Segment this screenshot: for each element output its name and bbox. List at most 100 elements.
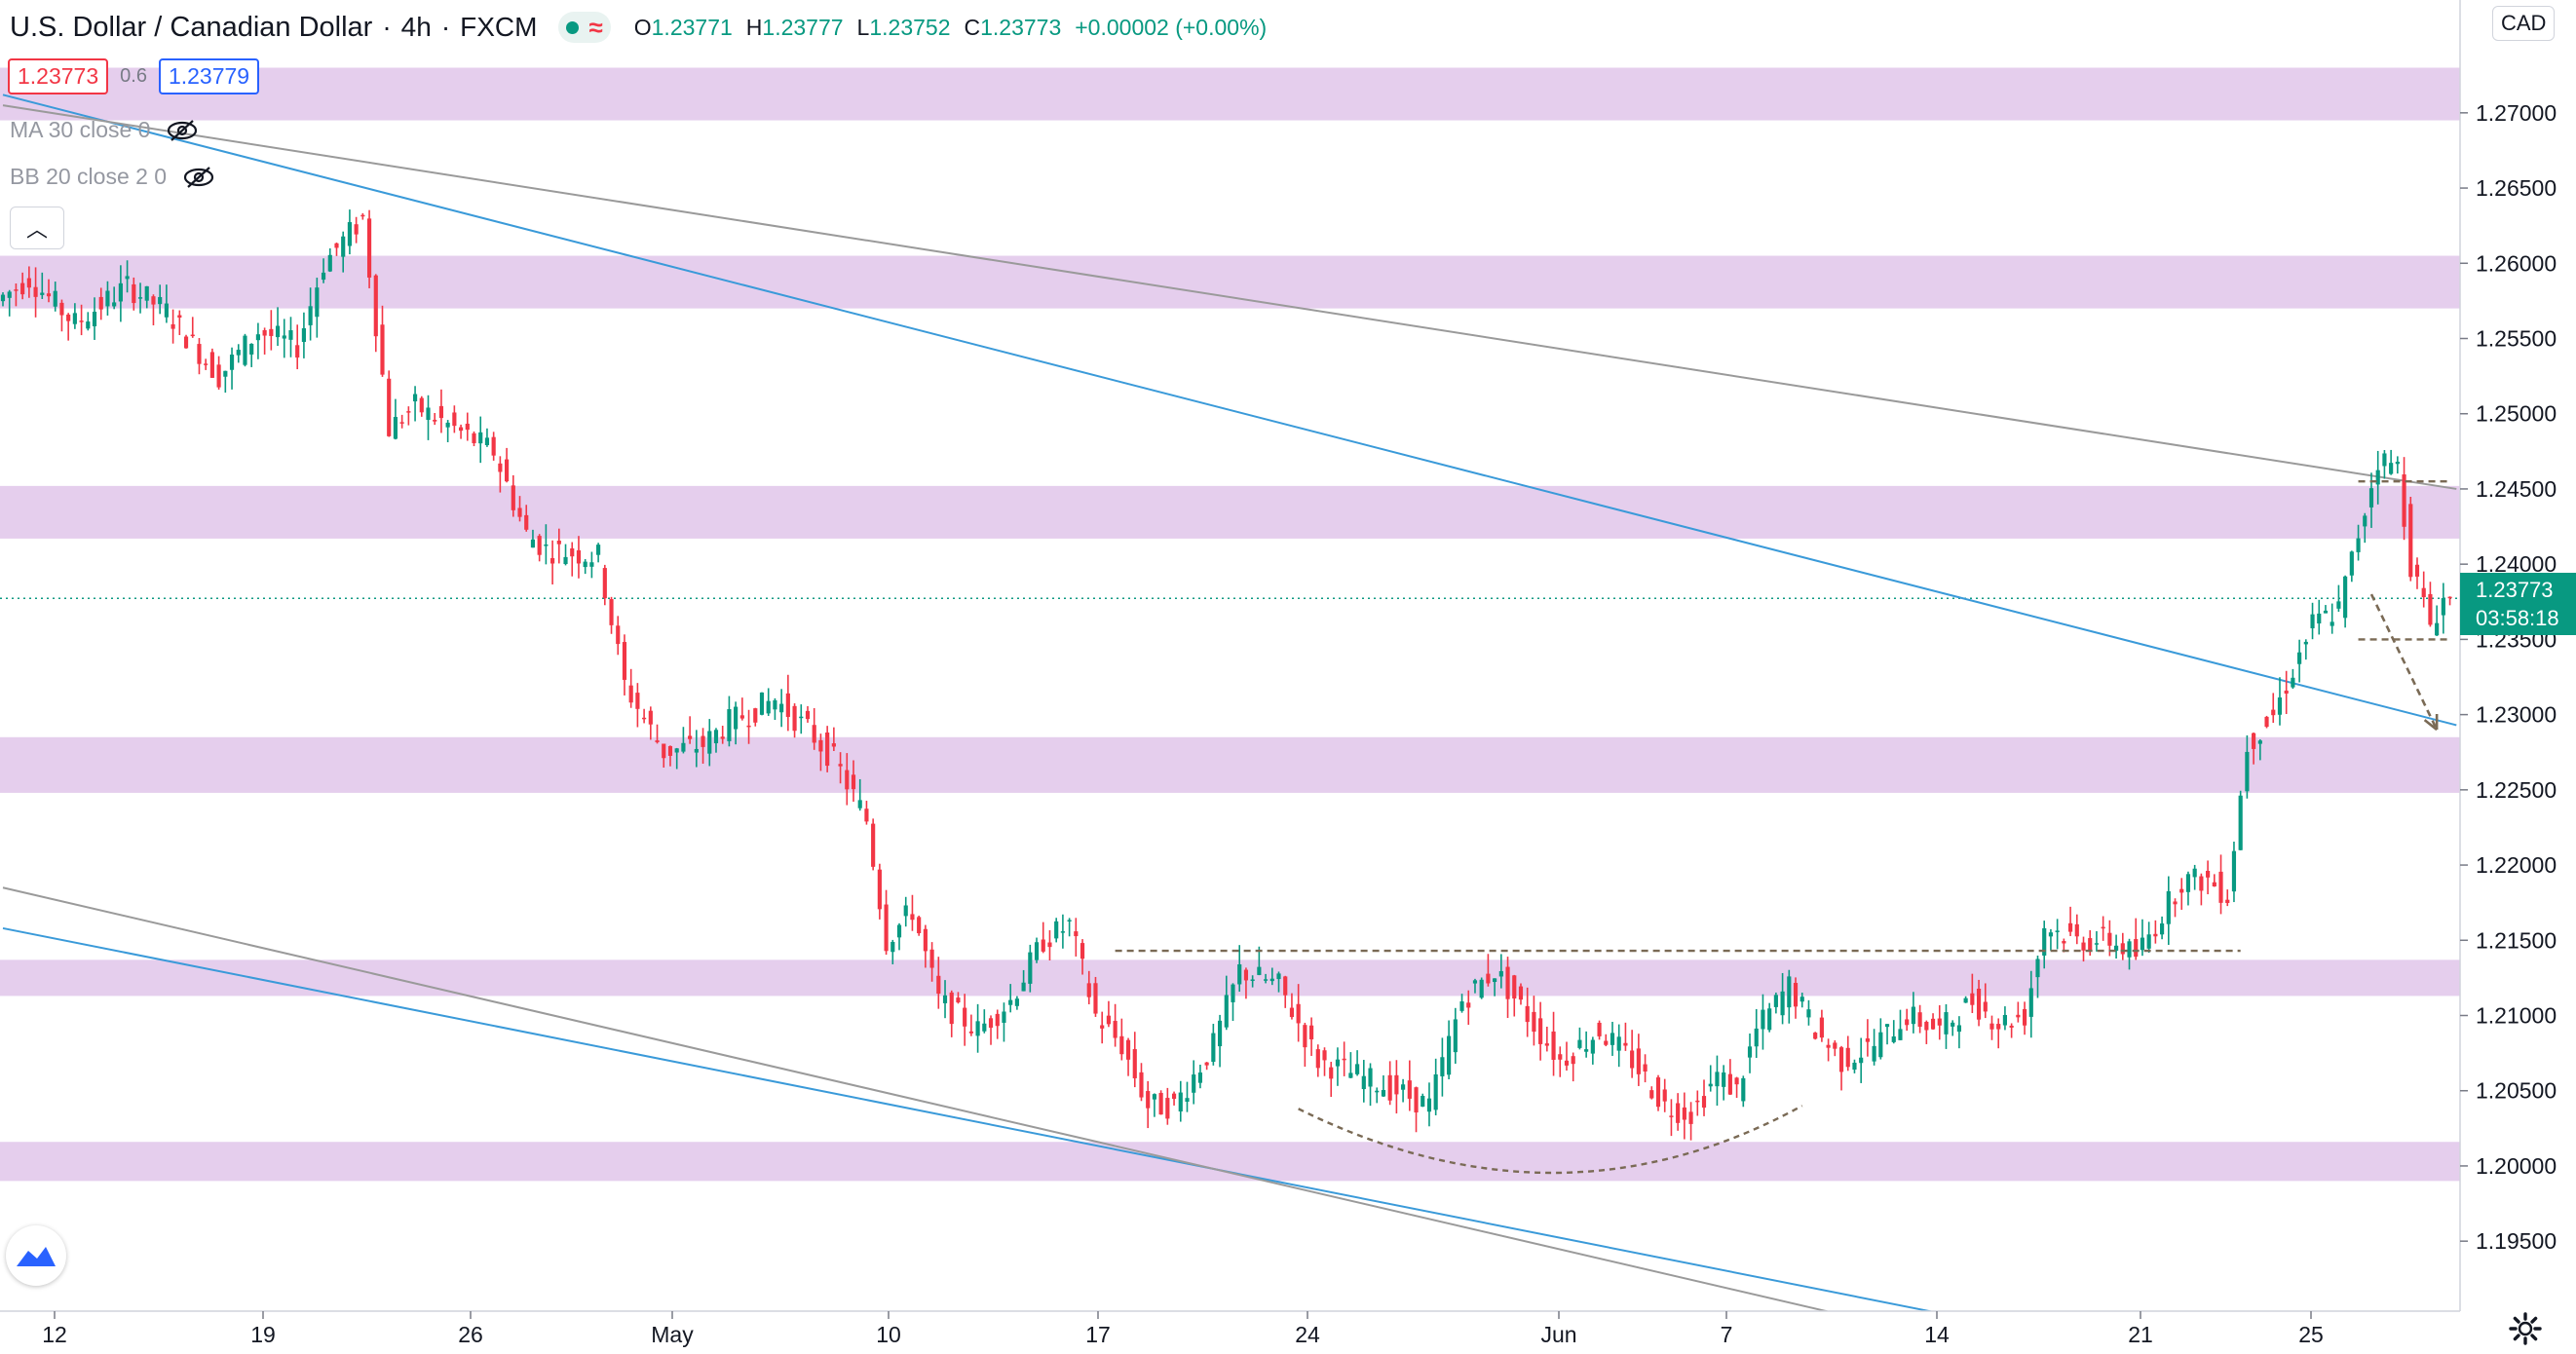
- candle-body: [2252, 733, 2256, 749]
- candle-body: [2349, 551, 2354, 576]
- open-value: 1.23771: [651, 14, 733, 40]
- indicator-ma[interactable]: MA 30 close 0: [10, 117, 199, 143]
- x-tick-label: Jun: [1540, 1322, 1576, 1347]
- y-tick-label: 1.22000: [2476, 852, 2557, 878]
- candle-body: [2199, 876, 2204, 891]
- candle-body: [452, 412, 457, 427]
- sell-button[interactable]: 1.23773: [8, 58, 109, 94]
- candle-body: [1067, 920, 1072, 921]
- candle-body: [936, 975, 941, 995]
- candle-body: [2212, 882, 2216, 887]
- candle-body: [1512, 975, 1517, 999]
- candle-body: [1532, 1011, 1536, 1033]
- candle-body: [2179, 888, 2184, 893]
- candle-body: [517, 508, 522, 517]
- buy-button[interactable]: 1.23779: [158, 58, 260, 94]
- candle-body: [40, 292, 45, 295]
- eye-slash-icon[interactable]: [166, 119, 199, 142]
- indicator-bb[interactable]: BB 20 close 2 0: [10, 164, 215, 190]
- gear-icon[interactable]: [2508, 1311, 2543, 1346]
- candle-body: [2160, 922, 2165, 935]
- candle-body: [1074, 931, 1079, 937]
- candle-body: [1898, 1029, 1903, 1040]
- candle-body: [1872, 1045, 1876, 1062]
- candle-body: [112, 302, 117, 307]
- candle-body: [399, 422, 404, 424]
- candle-body: [1269, 978, 1274, 982]
- candle-body: [1787, 976, 1792, 1008]
- x-tick-label: 21: [2128, 1322, 2153, 1347]
- candle-body: [98, 296, 103, 310]
- candle-body: [491, 436, 496, 456]
- candle-body: [2447, 596, 2452, 599]
- candle-body: [1243, 969, 1249, 981]
- candle-body: [2317, 613, 2322, 624]
- zone-band: [0, 67, 2460, 121]
- candle-body: [2414, 564, 2420, 577]
- candle-body: [642, 717, 647, 720]
- candle-body: [1826, 1044, 1831, 1048]
- candle-body: [1224, 995, 1229, 1028]
- eye-slash-icon[interactable]: [182, 166, 215, 189]
- tradingview-logo-icon[interactable]: [6, 1225, 66, 1286]
- candle-body: [2153, 933, 2158, 937]
- trend-lines: [0, 94, 2460, 1333]
- candle-body: [2408, 504, 2413, 578]
- candle-body: [2284, 690, 2289, 695]
- candle-body: [183, 336, 189, 349]
- last-price-label: 1.23773 03:58:18: [2460, 573, 2576, 635]
- candle-body: [79, 320, 84, 322]
- candle-body: [1754, 1028, 1759, 1047]
- x-tick-label: 26: [458, 1322, 483, 1347]
- candle-body: [1014, 998, 1019, 1006]
- candle-body: [1951, 1022, 1955, 1027]
- logo-mark: [17, 1247, 56, 1266]
- candle-body: [2127, 941, 2132, 958]
- candle-body: [1761, 1009, 1765, 1030]
- candle-body: [209, 352, 214, 378]
- currency-badge[interactable]: CAD: [2492, 6, 2556, 41]
- candle-body: [223, 370, 228, 377]
- candle-body: [1192, 1074, 1196, 1093]
- market-status[interactable]: ≈: [558, 12, 611, 43]
- y-tick-label: 1.20000: [2476, 1153, 2557, 1179]
- candle-body: [1865, 1038, 1870, 1042]
- candle-body: [1217, 1020, 1223, 1047]
- candle-body: [589, 562, 594, 567]
- change-value: +0.00002 (+0.00%): [1075, 14, 1268, 40]
- candle-body: [341, 236, 346, 257]
- candle-body: [1303, 1025, 1307, 1048]
- interval[interactable]: 4h: [400, 12, 432, 42]
- candle-body: [1551, 1031, 1556, 1060]
- candle-body: [903, 905, 908, 917]
- candle-body: [1741, 1077, 1746, 1102]
- trend-line: [2, 886, 1914, 1333]
- ohlc-values: O1.23771 H1.23777 L1.23752 C1.23773 +0.0…: [634, 15, 1267, 41]
- candle-body: [2048, 932, 2054, 937]
- candle-body: [1773, 995, 1778, 1007]
- candle-body: [1676, 1103, 1681, 1123]
- candle-body: [105, 290, 110, 307]
- candle-body: [596, 545, 601, 555]
- candle-body: [1833, 1042, 1837, 1049]
- candle-body: [72, 313, 77, 324]
- candle-body: [1106, 1015, 1111, 1025]
- x-tick-label: 17: [1085, 1322, 1111, 1347]
- candle-body: [1610, 1033, 1615, 1045]
- candle-body: [1315, 1049, 1320, 1069]
- candle-body: [1983, 1001, 1988, 1012]
- candle-body: [2395, 461, 2400, 465]
- symbol-name[interactable]: U.S. Dollar / Canadian Dollar: [10, 11, 373, 43]
- candle-body: [635, 693, 640, 709]
- collapse-legend-button[interactable]: ︿: [10, 207, 64, 249]
- candle-body: [2245, 751, 2250, 792]
- candle-body: [1387, 1074, 1392, 1101]
- candle-body: [1498, 970, 1503, 977]
- price-axis-bg: [2460, 0, 2576, 1354]
- candle-body: [1518, 986, 1524, 1000]
- candle-body: [956, 997, 961, 1003]
- last-price-value: 1.23773: [2476, 578, 2554, 602]
- y-tick-label: 1.21000: [2476, 1003, 2557, 1029]
- candle-body: [125, 276, 130, 280]
